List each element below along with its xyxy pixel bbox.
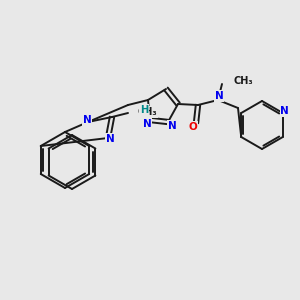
Text: CH₃: CH₃ xyxy=(234,76,254,86)
Text: N: N xyxy=(82,115,91,125)
Text: N: N xyxy=(168,121,176,131)
Text: N: N xyxy=(142,119,152,129)
Text: O: O xyxy=(189,122,197,132)
Text: CH₃: CH₃ xyxy=(138,107,158,117)
Text: N: N xyxy=(280,106,289,116)
Text: N: N xyxy=(214,91,224,101)
Text: H: H xyxy=(140,105,148,115)
Text: N: N xyxy=(106,134,114,144)
